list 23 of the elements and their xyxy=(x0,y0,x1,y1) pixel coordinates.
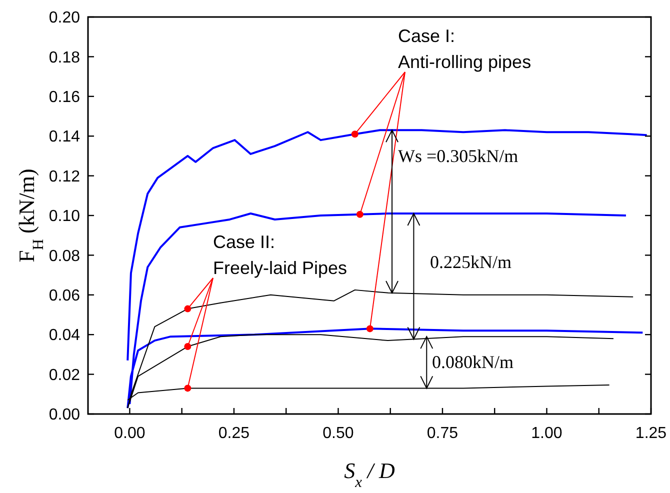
y-tick-label: 0.08 xyxy=(48,248,80,265)
annotation: Case II: Freely-laid Pipes xyxy=(213,232,348,278)
y-tick-label: 0.00 xyxy=(48,406,80,424)
y-tick-label: 0.14 xyxy=(48,128,80,146)
y-tick-label: 0.18 xyxy=(48,49,80,66)
y-tick-label: 0.16 xyxy=(48,89,80,106)
annotation: Case I: Anti-rolling pipes xyxy=(398,26,532,72)
x-tick-label: 0.25 xyxy=(218,425,250,442)
y-tick-label: 0.06 xyxy=(48,288,80,304)
y-tick-label: 0.10 xyxy=(48,208,80,226)
y-tick-label: 0.02 xyxy=(48,366,80,384)
x-tick-label: 0.50 xyxy=(322,425,354,442)
x-tick-label: 0.00 xyxy=(114,425,146,442)
x-tick-label: 1.00 xyxy=(531,425,562,442)
y-tick-label: 0.04 xyxy=(48,327,80,344)
annotation: Ws =0.305kN/m xyxy=(398,146,518,166)
x-tick-label: 0.75 xyxy=(426,425,458,442)
y-tick-label: 0.12 xyxy=(48,168,80,186)
y-tick-label: 0.20 xyxy=(48,10,80,27)
annotation: 0.080kN/m xyxy=(432,352,514,372)
annotation: 0.225kN/m xyxy=(430,252,512,272)
x-axis-title: S$_{x}$ / D xyxy=(344,458,396,490)
x-tick-label: 1.25 xyxy=(635,425,667,442)
